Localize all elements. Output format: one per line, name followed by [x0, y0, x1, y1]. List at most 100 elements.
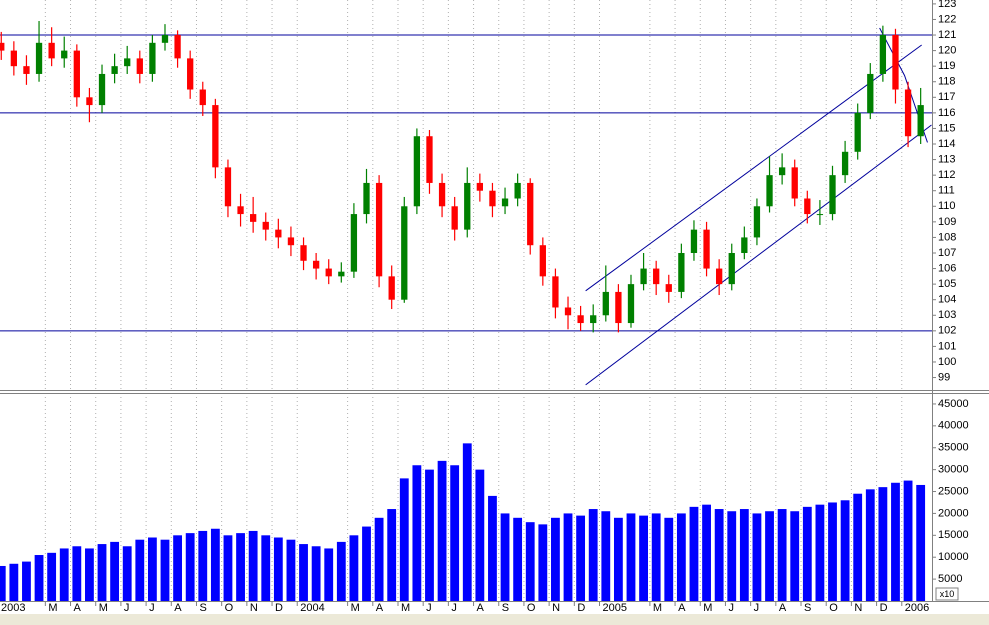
y-tick-label: 122 — [938, 13, 956, 25]
candle-body — [917, 105, 924, 137]
candle-body — [375, 182, 383, 277]
x-tick-label: J — [426, 602, 432, 614]
volume-bar — [538, 524, 548, 601]
volume-bar — [34, 555, 44, 601]
volume-bar — [22, 561, 31, 601]
y-tick-label: 102 — [938, 325, 956, 337]
volume-unit: x10 — [940, 589, 955, 599]
volume-bar — [752, 513, 762, 601]
candle-body — [224, 167, 232, 207]
volume-bar — [702, 504, 711, 601]
candle-body — [464, 182, 471, 230]
x-tick-label: J — [754, 602, 760, 614]
candle-body — [262, 221, 269, 230]
y-tick-label: 104 — [938, 294, 956, 306]
trend-line — [585, 124, 932, 386]
candle-body — [10, 50, 18, 67]
candle-body — [829, 175, 836, 215]
candle-body — [325, 268, 332, 277]
candle-body — [602, 291, 609, 316]
candle-body — [149, 42, 156, 74]
volume-tick-label: 35000 — [938, 442, 969, 454]
candle-body — [111, 66, 118, 74]
y-tick-label: 105 — [938, 278, 956, 290]
volume-bar — [198, 530, 208, 601]
candle-body — [401, 206, 408, 300]
candle-body — [552, 276, 559, 308]
x-tick-label: 2005 — [603, 602, 627, 614]
x-tick-label: J — [451, 602, 457, 614]
x-tick-label: S — [804, 602, 811, 614]
x-tick-label: A — [678, 602, 686, 614]
candle-body — [879, 35, 887, 74]
volume-bar — [362, 526, 371, 601]
x-tick-label: J — [149, 602, 155, 614]
x-tick-label: N — [250, 602, 258, 614]
volume-bar — [425, 469, 434, 601]
y-tick-label: 114 — [938, 138, 956, 150]
unit-box — [935, 587, 959, 601]
x-tick-label: M — [48, 602, 57, 614]
volume-bar — [462, 443, 472, 601]
volume-panel — [0, 393, 926, 601]
volume-bar — [248, 530, 258, 601]
volume-bar — [185, 533, 195, 601]
candle-body — [300, 245, 307, 261]
candle-body — [665, 284, 672, 292]
candle-body — [766, 175, 773, 207]
volume-bar — [324, 548, 334, 601]
x-tick-label: 2003 — [1, 602, 25, 614]
volume-bar — [563, 513, 573, 601]
candle-body — [48, 42, 55, 59]
candle-body — [136, 58, 143, 74]
candle-body — [590, 315, 597, 324]
price-panel — [0, 0, 932, 390]
x-tick-label: A — [779, 602, 787, 614]
candle-body — [741, 237, 748, 253]
candle-body — [199, 89, 206, 106]
volume-bar — [122, 546, 132, 601]
volume-bar — [223, 535, 233, 601]
y-tick-label: 109 — [938, 216, 956, 228]
candle-body — [250, 214, 257, 222]
volume-bar — [576, 515, 586, 601]
volume-bar — [72, 546, 82, 601]
y-tick-label: 108 — [938, 231, 956, 243]
volume-bar — [790, 511, 800, 601]
candle-body — [501, 198, 509, 207]
y-tick-label: 107 — [938, 247, 956, 259]
candle-body — [816, 214, 824, 216]
candle-body — [86, 97, 93, 106]
volume-bar — [828, 502, 837, 601]
volume-bar — [299, 544, 308, 601]
candle-body — [0, 42, 5, 51]
y-tick-label: 116 — [938, 107, 956, 119]
volume-bar — [374, 517, 384, 601]
volume-bar — [236, 533, 245, 601]
candle-body — [212, 105, 219, 168]
volume-bar — [689, 506, 699, 601]
volume-bar — [777, 509, 787, 601]
volume-bar — [85, 548, 94, 601]
volume-bar — [878, 487, 888, 601]
candle-body — [124, 58, 131, 67]
x-tick-label: O — [225, 602, 234, 614]
y-tick-label: 101 — [938, 340, 956, 352]
volume-bar — [853, 493, 863, 601]
volume-bar — [626, 513, 636, 601]
candle-body — [438, 182, 446, 207]
y-tick-label: 123 — [938, 0, 956, 10]
volume-bar — [916, 484, 926, 601]
y-tick-label: 119 — [938, 60, 956, 72]
candle-body — [514, 182, 521, 199]
candle-body — [363, 182, 370, 215]
volume-tick-label: 30000 — [938, 464, 969, 476]
x-tick-label: O — [829, 602, 838, 614]
x-tick-label: N — [552, 602, 560, 614]
volume-bar — [714, 509, 724, 601]
candle-body — [841, 151, 849, 176]
volume-tick-label: 25000 — [938, 485, 969, 497]
volume-bar — [147, 537, 157, 601]
volume-bar — [97, 544, 107, 601]
